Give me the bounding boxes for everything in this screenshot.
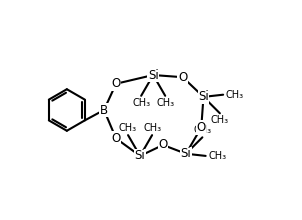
Text: Si: Si xyxy=(148,68,159,82)
Text: O: O xyxy=(111,132,120,145)
Text: O: O xyxy=(178,71,187,84)
Text: CH₃: CH₃ xyxy=(119,123,137,133)
Text: Si: Si xyxy=(198,90,209,103)
Text: CH₃: CH₃ xyxy=(211,116,229,125)
Text: CH₃: CH₃ xyxy=(226,90,244,100)
Text: Si: Si xyxy=(135,149,146,162)
Text: CH₃: CH₃ xyxy=(156,98,174,108)
Text: CH₃: CH₃ xyxy=(132,98,150,108)
Text: O: O xyxy=(111,77,120,90)
Text: CH₃: CH₃ xyxy=(143,123,161,133)
Text: O: O xyxy=(158,138,168,152)
Text: Si: Si xyxy=(181,147,191,160)
Text: CH₃: CH₃ xyxy=(208,151,226,161)
Text: CH₃: CH₃ xyxy=(193,125,211,135)
Text: O: O xyxy=(197,121,206,134)
Text: B: B xyxy=(100,103,108,117)
